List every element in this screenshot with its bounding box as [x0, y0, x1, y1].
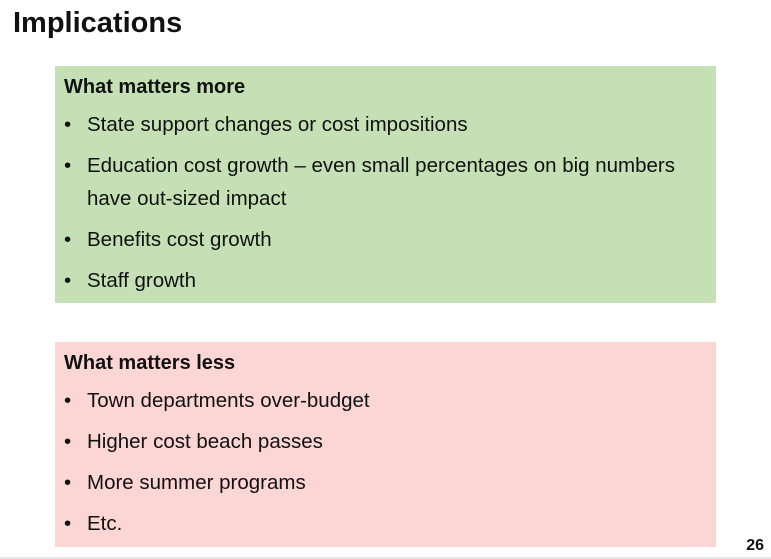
matters-less-heading: What matters less	[64, 352, 236, 374]
matters-less-item-text: Higher cost beach passes	[87, 430, 323, 453]
slide-title: Implications	[13, 7, 183, 39]
bullet-icon: •	[64, 228, 72, 251]
matters-more-item: • State support changes or cost impositi…	[64, 108, 706, 141]
matters-more-list: • State support changes or cost impositi…	[64, 108, 706, 297]
matters-less-list: • Town departments over-budget • Higher …	[64, 384, 706, 540]
matters-less-item: • More summer programs	[64, 466, 706, 499]
matters-less-item: • Town departments over-budget	[64, 384, 706, 417]
matters-more-heading: What matters more	[64, 76, 246, 98]
matters-more-box: What matters more • State support change…	[55, 66, 716, 303]
bullet-icon: •	[64, 154, 72, 177]
matters-less-item: • Higher cost beach passes	[64, 425, 706, 458]
matters-more-item: • Education cost growth – even small per…	[64, 149, 706, 215]
bullet-icon: •	[64, 389, 72, 412]
bottom-divider	[0, 557, 771, 559]
matters-less-box: What matters less • Town departments ove…	[55, 342, 716, 547]
matters-more-item: • Staff growth	[64, 264, 706, 297]
bullet-icon: •	[64, 471, 72, 494]
matters-less-item: • Etc.	[64, 507, 706, 540]
bullet-icon: •	[64, 430, 72, 453]
page-number: 26	[746, 537, 764, 554]
matters-more-item: • Benefits cost growth	[64, 223, 706, 256]
matters-less-item-text: More summer programs	[87, 471, 306, 494]
bullet-icon: •	[64, 269, 72, 292]
matters-more-item-text: State support changes or cost imposition…	[87, 113, 468, 136]
matters-more-item-text: Staff growth	[87, 269, 197, 292]
bullet-icon: •	[64, 113, 72, 136]
matters-less-item-text: Town departments over-budget	[87, 389, 370, 412]
bullet-icon: •	[64, 512, 72, 535]
matters-more-item-text: Education cost growth – even small perce…	[87, 154, 676, 210]
matters-less-item-text: Etc.	[87, 512, 123, 535]
matters-more-item-text: Benefits cost growth	[87, 228, 272, 251]
